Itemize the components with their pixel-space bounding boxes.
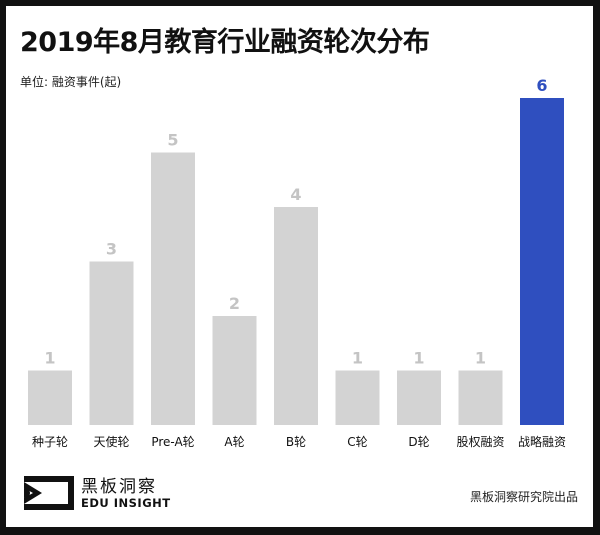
data-label-8: 6	[536, 76, 547, 95]
bar-3	[212, 316, 257, 425]
bar-6	[397, 370, 441, 425]
bar-8	[520, 98, 564, 425]
category-label-6: D轮	[408, 435, 429, 449]
logo-eye-icon	[24, 476, 74, 510]
bar-2	[151, 152, 195, 425]
category-label-1: 天使轮	[93, 434, 129, 449]
data-label-5: 1	[352, 349, 363, 368]
data-label-4: 4	[290, 185, 301, 204]
category-label-2: Pre-A轮	[151, 435, 194, 449]
category-label-3: A轮	[224, 435, 244, 449]
category-label-0: 种子轮	[32, 435, 68, 449]
chart-title: 2019年8月教育行业融资轮次分布	[20, 27, 430, 58]
unit-label: 单位: 融资事件(起)	[20, 75, 122, 89]
data-label-1: 3	[106, 240, 117, 259]
logo-text-en: EDU INSIGHT	[81, 496, 171, 510]
bar-4	[274, 207, 318, 425]
edu-insight-logo: 黑板洞察 EDU INSIGHT	[22, 474, 182, 514]
category-label-5: C轮	[347, 435, 367, 449]
logo-text-cn: 黑板洞察	[81, 477, 157, 497]
bar-0	[28, 370, 72, 425]
category-label-7: 股权融资	[456, 435, 504, 449]
data-label-7: 1	[475, 349, 486, 368]
bar-1	[89, 261, 134, 425]
bar-5	[335, 370, 380, 425]
data-label-3: 2	[229, 294, 240, 313]
data-label-0: 1	[44, 349, 55, 368]
category-label-8: 战略融资	[518, 434, 566, 449]
data-label-6: 1	[413, 349, 424, 368]
category-label-4: B轮	[286, 435, 306, 449]
credit-text: 黑板洞察研究院出品	[469, 490, 578, 504]
data-label-2: 5	[167, 131, 178, 150]
bar-7	[458, 370, 503, 425]
